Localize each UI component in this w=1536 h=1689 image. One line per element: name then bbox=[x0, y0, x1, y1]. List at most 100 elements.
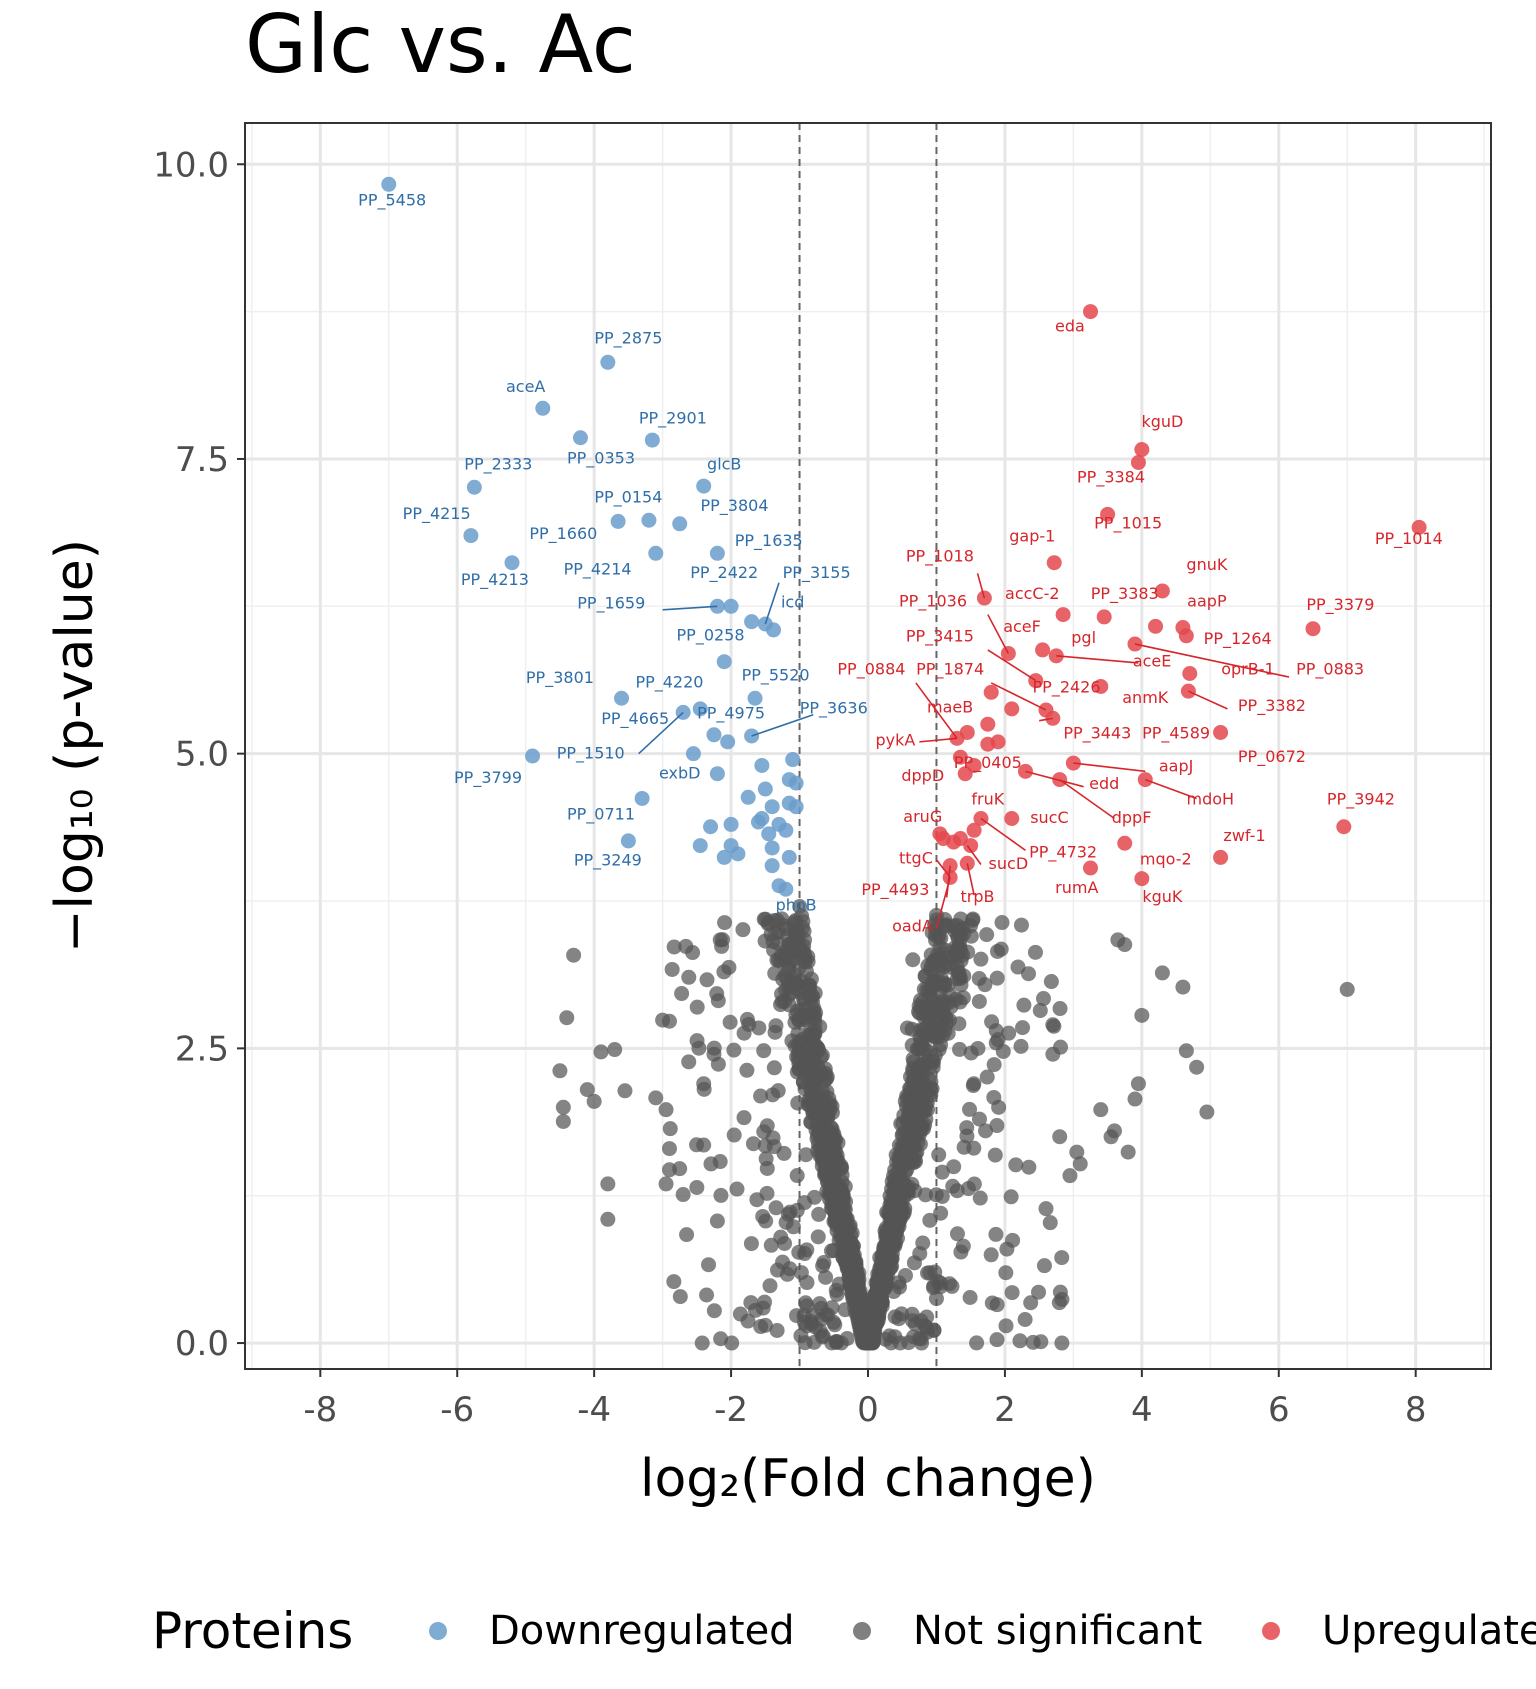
data-point-downregulated bbox=[706, 727, 722, 743]
data-point-not-significant bbox=[770, 1262, 786, 1278]
data-point-not-significant bbox=[786, 914, 802, 930]
data-point-not-significant bbox=[579, 1082, 595, 1098]
data-point-not-significant bbox=[925, 1054, 941, 1070]
data-point-not-significant bbox=[753, 1088, 769, 1104]
data-point-not-significant bbox=[884, 1174, 900, 1190]
data-point-not-significant bbox=[1013, 1038, 1029, 1054]
point-label: eda bbox=[1055, 317, 1085, 336]
data-point-not-significant bbox=[777, 993, 793, 1009]
label-leader-line bbox=[1188, 690, 1228, 710]
data-point-not-significant bbox=[988, 1023, 1004, 1039]
data-point-not-significant bbox=[681, 1054, 697, 1070]
data-point-not-significant bbox=[892, 1151, 908, 1167]
data-point-not-significant bbox=[1042, 1215, 1058, 1231]
data-point-not-significant bbox=[983, 1247, 999, 1263]
data-point-not-significant bbox=[804, 1059, 820, 1075]
point-label: PP_2875 bbox=[594, 328, 662, 348]
point-label: kguK bbox=[1142, 887, 1183, 906]
point-label: PP_1018 bbox=[906, 547, 974, 567]
data-point-not-significant bbox=[710, 993, 726, 1009]
data-point-not-significant bbox=[972, 1190, 988, 1206]
legend-label-not-significant: Not significant bbox=[913, 1608, 1202, 1654]
data-point-not-significant bbox=[782, 1261, 798, 1277]
data-point-not-significant bbox=[989, 1297, 1005, 1313]
point-label: PP_4220 bbox=[635, 673, 703, 693]
data-point-not-significant bbox=[933, 1205, 949, 1221]
data-point-not-significant bbox=[1004, 1285, 1020, 1301]
data-point-not-significant bbox=[769, 912, 785, 928]
data-point-not-significant bbox=[931, 1147, 947, 1163]
data-point-not-significant bbox=[917, 1187, 933, 1203]
data-point-upregulated bbox=[963, 838, 979, 854]
data-point-upregulated bbox=[952, 749, 968, 765]
point-label: zwf-1 bbox=[1223, 826, 1265, 845]
data-point-upregulated bbox=[1411, 519, 1427, 535]
data-point-upregulated bbox=[1134, 442, 1150, 458]
downregulated-points bbox=[381, 176, 804, 897]
data-point-not-significant bbox=[766, 1060, 782, 1076]
point-label: PP_4665 bbox=[601, 709, 669, 729]
label-leader-line bbox=[987, 614, 1010, 654]
data-point-not-significant bbox=[804, 989, 820, 1005]
data-point-not-significant bbox=[586, 1093, 602, 1109]
data-point-not-significant bbox=[906, 1072, 922, 1088]
data-point-not-significant bbox=[661, 1141, 677, 1157]
data-point-not-significant bbox=[848, 1278, 864, 1294]
legend: Proteins Downregulated Not significant U… bbox=[152, 1602, 1536, 1660]
label-leader-line bbox=[990, 682, 1047, 711]
data-point-not-significant bbox=[755, 1300, 771, 1316]
data-point-not-significant bbox=[986, 1057, 1002, 1073]
point-label: pykA bbox=[875, 730, 915, 749]
data-point-downregulated bbox=[764, 799, 780, 815]
point-label: pgl bbox=[1071, 628, 1096, 647]
data-point-not-significant bbox=[661, 1013, 677, 1029]
data-point-not-significant bbox=[988, 1226, 1004, 1242]
point-label: PP_0672 bbox=[1238, 747, 1306, 767]
data-point-not-significant bbox=[759, 1118, 775, 1134]
point-label: PP_3384 bbox=[1077, 468, 1145, 488]
data-point-downregulated bbox=[703, 819, 719, 835]
data-point-not-significant bbox=[709, 1213, 725, 1229]
data-point-upregulated bbox=[1055, 607, 1071, 623]
data-point-not-significant bbox=[1093, 1102, 1109, 1118]
data-point-not-significant bbox=[729, 1181, 745, 1197]
data-point-not-significant bbox=[950, 965, 966, 981]
data-point-downregulated bbox=[620, 833, 636, 849]
data-point-not-significant bbox=[666, 1274, 682, 1290]
data-point-not-significant bbox=[672, 1289, 688, 1305]
point-label: PP_1635 bbox=[735, 531, 803, 551]
data-point-not-significant bbox=[1012, 1333, 1028, 1349]
data-point-not-significant bbox=[689, 999, 705, 1015]
data-point-upregulated bbox=[1093, 678, 1109, 694]
data-point-not-significant bbox=[1038, 1201, 1054, 1217]
data-point-not-significant bbox=[995, 1043, 1011, 1059]
data-point-not-significant bbox=[905, 1101, 921, 1117]
data-point-not-significant bbox=[763, 926, 779, 942]
data-point-downregulated bbox=[744, 614, 760, 630]
y-tick-label: 2.5 bbox=[175, 1029, 229, 1069]
data-point-downregulated bbox=[685, 746, 701, 762]
data-point-not-significant bbox=[821, 1090, 837, 1106]
data-point-not-significant bbox=[1178, 1043, 1194, 1059]
data-point-not-significant bbox=[799, 1275, 815, 1291]
data-point-downregulated bbox=[766, 622, 782, 638]
data-point-not-significant bbox=[923, 1082, 939, 1098]
data-point-not-significant bbox=[696, 1137, 712, 1153]
data-point-upregulated bbox=[1148, 618, 1164, 634]
data-point-not-significant bbox=[828, 1334, 844, 1350]
data-point-not-significant bbox=[1032, 1003, 1048, 1019]
data-point-downregulated bbox=[709, 545, 725, 561]
data-point-downregulated bbox=[785, 752, 801, 768]
data-point-not-significant bbox=[818, 1269, 834, 1285]
data-point-downregulated bbox=[788, 799, 804, 815]
x-tick-label: 2 bbox=[994, 1390, 1016, 1430]
point-label: PP_1264 bbox=[1204, 629, 1272, 649]
data-point-not-significant bbox=[825, 1171, 841, 1187]
data-point-not-significant bbox=[812, 1141, 828, 1157]
label-leader-line bbox=[1073, 762, 1146, 773]
data-point-not-significant bbox=[681, 969, 697, 985]
data-point-upregulated bbox=[1154, 583, 1170, 599]
label-leader-line bbox=[638, 711, 684, 755]
data-point-not-significant bbox=[721, 959, 737, 975]
